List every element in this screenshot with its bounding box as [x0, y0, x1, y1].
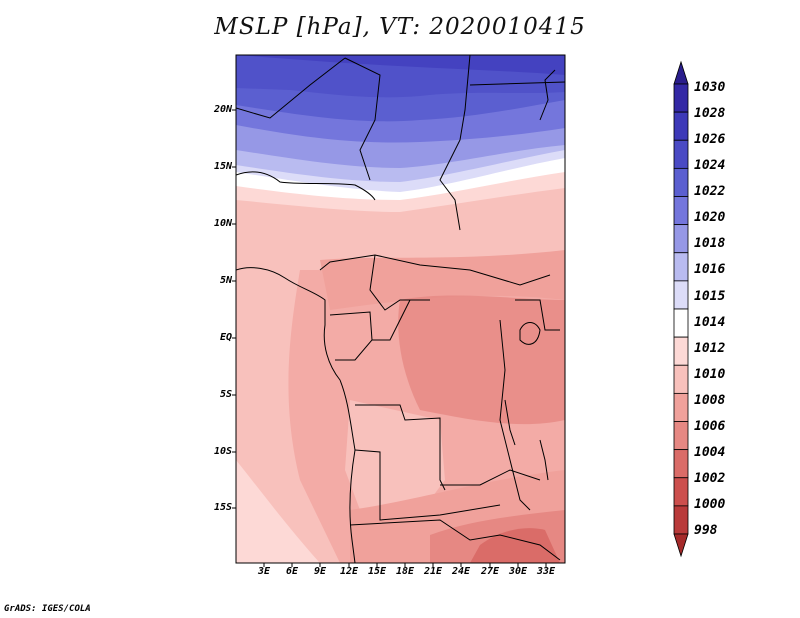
colorbar-label-1026: 1026	[694, 132, 726, 147]
lake-victoria	[519, 322, 541, 345]
coast-red-sea	[539, 69, 556, 121]
border-uganda	[515, 299, 560, 331]
border-angola-north	[355, 404, 446, 491]
colorbar-label-1018: 1018	[694, 236, 726, 251]
colorbar-segment-1028	[673, 83, 689, 113]
border-east-african-rift	[499, 319, 531, 511]
colorbar	[673, 60, 689, 558]
colorbar-label-1028: 1028	[694, 106, 726, 121]
colorbar-label-1004: 1004	[694, 445, 726, 460]
lat-label-15n: 15N	[213, 161, 232, 172]
grads-credit: GrADS: IGES/COLA	[4, 604, 91, 614]
colorbar-label-1002: 1002	[694, 471, 726, 486]
colorbar-segment-1015	[673, 280, 689, 310]
colorbar-segment-1022	[673, 167, 689, 197]
lon-label-3e: 3E	[257, 566, 271, 577]
lon-label-9e: 9E	[313, 566, 327, 577]
colorbar-label-998: 998	[694, 523, 718, 538]
lat-label-5n: 5N	[219, 275, 232, 286]
map-frame	[235, 54, 566, 564]
lat-label-5s: 5S	[219, 389, 232, 400]
lon-label-30e: 30E	[508, 566, 528, 577]
border-southern	[349, 519, 561, 561]
colorbar-label-1006: 1006	[694, 419, 726, 434]
colorbar-segment-1016	[673, 252, 689, 282]
colorbar-label-1000: 1000	[694, 497, 726, 512]
colorbar-segment-1006	[673, 421, 689, 451]
colorbar-segment-1012	[673, 336, 689, 366]
colorbar-label-1030: 1030	[694, 80, 726, 95]
colorbar-segment-1008	[673, 392, 689, 422]
colorbar-label-1015: 1015	[694, 289, 726, 304]
coastline-west	[236, 267, 356, 563]
lon-label-18e: 18E	[395, 566, 415, 577]
border-angola-south	[354, 449, 501, 521]
lat-label-20n: 20N	[213, 104, 232, 115]
border-car	[319, 254, 551, 286]
colorbar-segment-1000	[673, 505, 689, 535]
colorbar-segment-top	[673, 60, 689, 85]
lat-label-10n: 10N	[213, 218, 232, 229]
colorbar-segment-1004	[673, 449, 689, 479]
colorbar-segment-1014	[673, 308, 689, 338]
border-egypt	[469, 81, 565, 86]
border-north-west	[236, 57, 346, 119]
border-sudan	[439, 55, 471, 231]
colorbar-label-1012: 1012	[694, 341, 726, 356]
colorbar-label-1016: 1016	[694, 262, 726, 277]
colorbar-segment-1020	[673, 196, 689, 226]
lat-label-10s: 10S	[213, 446, 232, 457]
lon-label-27e: 27E	[480, 566, 500, 577]
colorbar-label-1022: 1022	[694, 184, 726, 199]
lon-label-24e: 24E	[451, 566, 471, 577]
border-congo-east	[372, 299, 411, 341]
colorbar-segment-1018	[673, 224, 689, 254]
colorbar-label-1008: 1008	[694, 393, 726, 408]
map-title: MSLP [hPa], VT: 2020010415	[214, 14, 586, 40]
colorbar-label-1020: 1020	[694, 210, 726, 225]
colorbar-label-1010: 1010	[694, 367, 726, 382]
colorbar-segment-1024	[673, 139, 689, 169]
lon-label-33e: 33E	[536, 566, 556, 577]
lon-label-15e: 15E	[367, 566, 387, 577]
lon-label-21e: 21E	[423, 566, 443, 577]
lake-malawi	[539, 439, 549, 481]
lon-label-6e: 6E	[285, 566, 299, 577]
lat-label-eq: EQ	[219, 332, 232, 343]
border-chad	[344, 57, 381, 181]
colorbar-label-1024: 1024	[694, 158, 726, 173]
pressure-field	[236, 55, 565, 563]
colorbar-segment-1026	[673, 111, 689, 141]
colorbar-segment-1002	[673, 477, 689, 507]
lon-label-12e: 12E	[339, 566, 359, 577]
lat-label-15s: 15S	[213, 502, 232, 513]
border-zambia	[440, 469, 541, 486]
borders-coastlines	[236, 55, 565, 563]
colorbar-segment-bottom	[673, 533, 689, 558]
colorbar-segment-1010	[673, 364, 689, 394]
lake-tanganyika	[504, 399, 516, 446]
axis-ticks	[232, 109, 547, 567]
border-sahel	[236, 171, 376, 201]
colorbar-label-1014: 1014	[694, 315, 726, 330]
